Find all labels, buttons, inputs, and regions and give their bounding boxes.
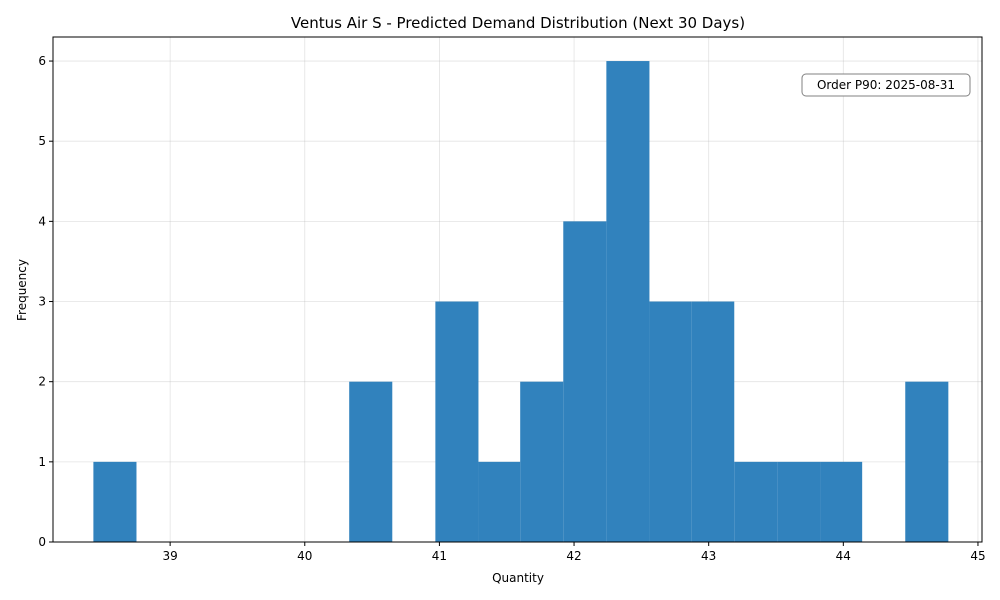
histogram-bar [606,61,650,543]
histogram-bar [93,461,137,542]
histogram-bar [435,301,479,542]
y-tick-label: 6 [38,54,46,68]
grid-layer [53,37,982,543]
histogram-bar [520,381,564,542]
plot-frame [52,36,983,543]
bars-layer [93,61,949,543]
histogram-bar [820,461,863,542]
x-tick-label: 45 [970,549,985,563]
x-tick-label: 39 [162,549,177,563]
y-tick-label: 5 [38,134,46,148]
histogram-bar [905,381,949,542]
histogram-bar [734,461,778,542]
annotation-box: Order P90: 2025-08-31 [801,73,971,97]
histogram-bar [563,221,607,542]
y-tick-label: 2 [38,375,46,389]
y-tick-label: 1 [38,455,46,469]
histogram-bar [777,461,821,542]
histogram-bar [478,461,521,542]
histogram-bar [691,301,735,542]
x-tick-label: 44 [836,549,851,563]
annotation-text: Order P90: 2025-08-31 [817,78,955,92]
x-tick-label: 42 [566,549,581,563]
annotation-frame [801,73,971,97]
y-tick-label: 3 [38,295,46,309]
y-tick-label: 4 [38,214,46,228]
x-tick-label: 40 [297,549,312,563]
histogram-bar [649,301,692,542]
x-tick-label: 41 [432,549,447,563]
y-axis-label: Frequency [15,259,29,321]
x-tick-label: 43 [701,549,716,563]
chart-title: Ventus Air S - Predicted Demand Distribu… [291,14,745,32]
x-axis-label: Quantity [492,571,544,585]
histogram-bar [349,381,393,542]
y-tick-label: 0 [38,535,46,549]
